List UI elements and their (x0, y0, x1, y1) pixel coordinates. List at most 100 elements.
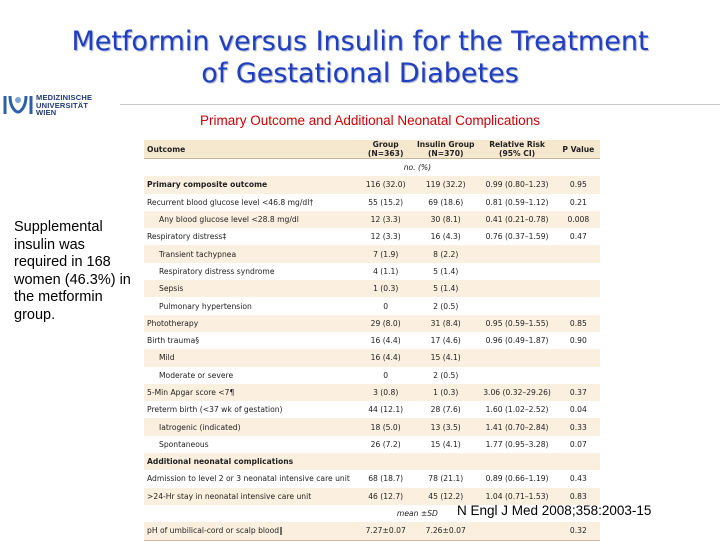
header-divider (120, 104, 720, 105)
citation: N Engl J Med 2008;358:2003-15 (457, 503, 652, 518)
cell-group: 12 (3.3) (357, 228, 414, 246)
cell-relative-risk (477, 349, 557, 367)
cell-p-value (556, 262, 600, 281)
cell-relative-risk (477, 280, 557, 298)
table-row: Sepsis 1 (0.3) 5 (1.4) (144, 280, 600, 298)
cell-outcome: Mild (144, 349, 358, 367)
unit-spacer (477, 158, 557, 177)
cell-relative-risk: 1.77 (0.95–3.28) (477, 435, 557, 454)
cell-insulin: 45 (12.2) (413, 487, 478, 505)
cell-relative-risk: 0.76 (0.37–1.59) (477, 228, 557, 246)
header-group-line-2: (N=363) (367, 149, 404, 158)
cell-group: 18 (5.0) (357, 418, 414, 436)
cell-outcome: Spontaneous (144, 435, 358, 454)
cell-relative-risk: 0.81 (0.59–1.12) (477, 193, 557, 211)
cell-insulin: 78 (21.1) (413, 470, 478, 488)
cell-p-value: 0.83 (556, 487, 600, 505)
cell-outcome: Moderate or severe (144, 366, 358, 384)
cell-outcome: Admission to level 2 or 3 neonatal inten… (144, 470, 358, 488)
table-caption: Primary Outcome and Additional Neonatal … (200, 113, 540, 128)
header-group: Group (N=363) (357, 140, 414, 159)
cell-outcome: Recurrent blood glucose level <46.8 mg/d… (144, 193, 358, 211)
header-p-value: P Value (556, 140, 600, 159)
cell-outcome: Birth trauma§ (144, 331, 358, 350)
cell-group: 7 (1.9) (357, 245, 414, 263)
cell-group: 26 (7.2) (357, 435, 414, 454)
cell-insulin: 119 (32.2) (413, 176, 478, 194)
cell-p-value: 0.90 (556, 331, 600, 350)
cell-insulin: 5 (1.4) (413, 280, 478, 298)
cell-relative-risk: 0.96 (0.49–1.87) (477, 331, 557, 350)
table-row: Respiratory distress syndrome 4 (1.1) 5 (1… (144, 262, 600, 281)
cell-group: 1 (0.3) (357, 280, 414, 298)
table-row: Iatrogenic (indicated) 18 (5.0) 13 (3.5) 1.… (144, 418, 600, 436)
cell-insulin: 13 (3.5) (413, 418, 478, 436)
cell-outcome: Iatrogenic (indicated) (144, 418, 358, 436)
cell-group: 116 (32.0) (357, 176, 414, 194)
cell-group: 4 (1.1) (357, 262, 414, 281)
table-row: Spontaneous 26 (7.2) 15 (4.1) 1.77 (0.95–3.… (144, 435, 600, 454)
header-insulin-line-2: (N=370) (427, 149, 464, 158)
cell-p-value: 0.37 (556, 383, 600, 402)
cell-outcome: Any blood glucose level <28.8 mg/dl (144, 210, 358, 229)
cell-outcome: Phototherapy (144, 314, 358, 332)
table-row: Pulmonary hypertension 0 2 (0.5) (144, 297, 600, 315)
cell-p-value: 0.95 (556, 176, 600, 194)
cell-relative-risk: 0.41 (0.21–0.78) (477, 210, 557, 229)
cell-insulin: 1 (0.3) (413, 383, 478, 402)
cell-insulin: 2 (0.5) (413, 366, 478, 384)
cell-relative-risk (477, 366, 557, 384)
table-row: Transient tachypnea 7 (1.9) 8 (2.2) (144, 245, 600, 263)
cell-relative-risk (477, 522, 557, 541)
unit-spacer (477, 504, 557, 523)
cell-insulin: 69 (18.6) (413, 193, 478, 211)
cell-group: 55 (15.2) (357, 193, 414, 211)
cell-outcome: Preterm birth (<37 wk of gestation) (144, 401, 358, 419)
header-rr-line-1: Relative Risk (489, 140, 545, 149)
cell-outcome: Transient tachypnea (144, 245, 358, 263)
cell-insulin: 30 (8.1) (413, 210, 478, 229)
cell-p-value: 0.32 (556, 522, 600, 541)
outcomes-table: Outcome Group (N=363) Insulin Group (N=3… (144, 140, 600, 541)
cell-p-value: 0.33 (556, 418, 600, 436)
cell-relative-risk: 1.04 (0.71–1.53) (477, 487, 557, 505)
unit-mean-label: mean ±SD (357, 504, 478, 523)
cell-insulin: 16 (4.3) (413, 228, 478, 246)
cell-insulin: 15 (4.1) (413, 435, 478, 454)
cell-relative-risk: 1.41 (0.70–2.84) (477, 418, 557, 436)
cell-insulin: 31 (8.4) (413, 314, 478, 332)
cell-group: 16 (4.4) (357, 331, 414, 350)
header-insulin-line-1: Insulin Group (416, 140, 475, 149)
table-row: Mild 16 (4.4) 15 (4.1) (144, 349, 600, 367)
side-note: Supplemental insulin was required in 168… (14, 219, 131, 323)
table-body: no. (%) Primary composite outcome 116 (32… (144, 158, 600, 541)
cell-outcome: 5-Min Apgar score <7¶ (144, 383, 358, 402)
unit-spacer (144, 158, 358, 177)
cell-relative-risk: 3.06 (0.32–29.26) (477, 383, 557, 402)
header-insulin-group: Insulin Group (N=370) (413, 140, 478, 159)
cell-relative-risk (477, 297, 557, 315)
cell-outcome: Additional neonatal complications (144, 453, 358, 471)
table-row: Preterm birth (<37 wk of gestation) 44 (1… (144, 401, 600, 419)
table-row: Any blood glucose level <28.8 mg/dl 12 (3… (144, 210, 600, 229)
table-row: Admission to level 2 or 3 neonatal inten… (144, 470, 600, 488)
header-rr-line-2: (95% CI) (498, 149, 536, 158)
cell-relative-risk (477, 262, 557, 281)
unit-row-mean: mean ±SD (144, 504, 600, 523)
table-row: Birth trauma§ 16 (4.4) 17 (4.6) 0.96 (0.49–… (144, 331, 600, 350)
cell-outcome: Respiratory distress syndrome (144, 262, 358, 281)
cell-group: 44 (12.1) (357, 401, 414, 419)
cell-p-value: 0.008 (556, 210, 600, 229)
cell-p-value: 0.21 (556, 193, 600, 211)
cell-insulin: 28 (7.6) (413, 401, 478, 419)
cell-p-value: 0.43 (556, 470, 600, 488)
cell-relative-risk (477, 245, 557, 263)
slide-title: Metformin versus Insulin for the Treatme… (40, 26, 680, 90)
unit-row-count: no. (%) (144, 158, 600, 177)
logo-text-line-3: WIEN (36, 108, 57, 117)
table-row: Moderate or severe 0 2 (0.5) (144, 366, 600, 384)
cell-group: 68 (18.7) (357, 470, 414, 488)
header-group-line-1: Group (372, 140, 399, 149)
unit-count-label: no. (%) (357, 158, 478, 177)
cell-outcome: Pulmonary hypertension (144, 297, 358, 315)
